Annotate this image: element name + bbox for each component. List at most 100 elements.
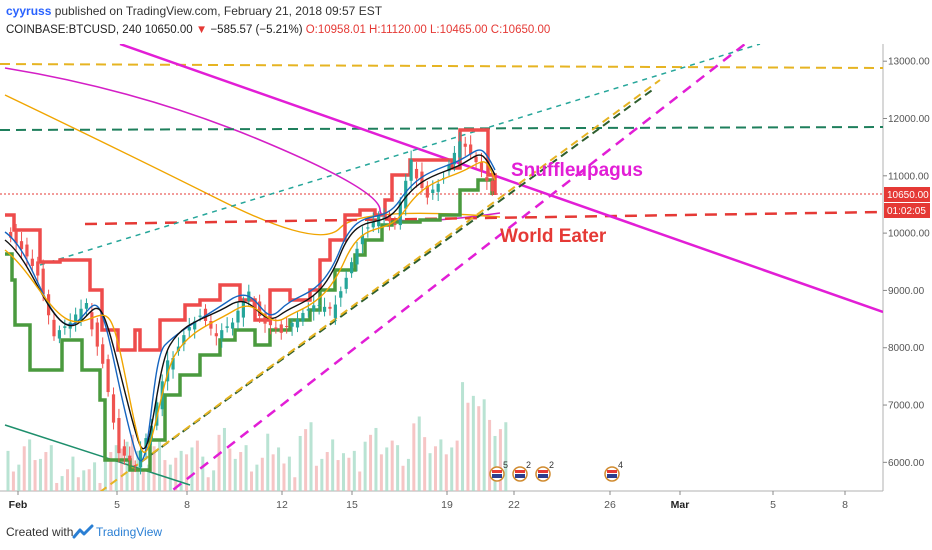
volume-bar xyxy=(461,382,465,491)
candle-body xyxy=(344,277,348,289)
volume-bar xyxy=(309,422,313,491)
candle-body xyxy=(90,312,94,330)
countdown-label: 01:02:05 xyxy=(887,206,926,217)
candle-body xyxy=(230,322,235,329)
close-ohlc-value: C:10650.00 xyxy=(490,24,551,36)
candle-body xyxy=(149,425,153,441)
volume-bar xyxy=(271,454,275,491)
volume-bar xyxy=(498,429,502,491)
candle-body xyxy=(393,223,397,226)
event-badge-icon[interactable]: 2 xyxy=(535,460,554,482)
candle-body xyxy=(290,322,294,327)
candle-body xyxy=(203,308,208,321)
tradingview-brand[interactable]: TradingView xyxy=(96,525,163,539)
volume-bar xyxy=(179,450,183,491)
candle-body xyxy=(171,358,175,370)
candle-body xyxy=(30,258,34,266)
candle-body xyxy=(138,450,143,468)
volume-bar xyxy=(206,477,210,491)
event-count: 2 xyxy=(549,460,554,470)
volume-bar xyxy=(260,457,264,491)
candle-body xyxy=(220,330,224,339)
trendline-magenta-dashed xyxy=(169,44,746,491)
volume-bar xyxy=(250,471,253,491)
candle-body xyxy=(166,360,170,382)
volume-bar xyxy=(49,445,53,491)
y-tick-label: 12000.00 xyxy=(888,114,930,125)
y-tick-label: 8000.00 xyxy=(888,343,925,354)
volume-bar xyxy=(125,441,129,491)
candle-body xyxy=(404,180,408,209)
down-arrow-icon: ▼ xyxy=(195,24,208,36)
volume-bar xyxy=(33,460,37,491)
tradingview-logo-icon[interactable] xyxy=(72,523,96,543)
volume-bar xyxy=(406,458,410,491)
volume-bar xyxy=(163,460,167,491)
plot-area[interactable] xyxy=(0,44,883,491)
price-label-bg xyxy=(884,187,930,202)
candle-body xyxy=(263,313,267,324)
candle-body xyxy=(133,465,137,467)
volume-bar xyxy=(255,464,259,491)
volume-bar xyxy=(93,462,97,491)
symbol-label[interactable]: COINBASE:BTCUSD, 240 xyxy=(6,24,142,36)
volume-bar xyxy=(385,447,389,491)
y-axis-ticks: 13000.00 12000.00 11000.00 10000.00 9000.00 8… xyxy=(883,57,930,469)
event-count: 4 xyxy=(618,460,623,470)
volume-bar xyxy=(471,395,475,491)
volume-bar xyxy=(195,440,199,491)
volume-bar xyxy=(266,433,270,491)
event-badge-icon[interactable]: 5 xyxy=(489,460,508,482)
event-badges[interactable]: 5 2 2 4 xyxy=(489,460,623,482)
candle-body xyxy=(14,230,18,244)
volume-bar xyxy=(185,454,189,491)
volume-bar xyxy=(11,471,15,491)
candle-body xyxy=(301,312,305,322)
candle-body xyxy=(52,319,56,337)
candle-body xyxy=(214,333,218,337)
volume-bar xyxy=(201,456,205,491)
volume-bar xyxy=(428,453,432,491)
candle-body xyxy=(339,291,343,298)
volume-bar xyxy=(390,440,394,491)
candle-body xyxy=(225,326,229,328)
candle-body xyxy=(268,319,273,326)
volume-bar xyxy=(55,482,59,491)
x-tick-label: 8 xyxy=(184,499,190,511)
volume-bar xyxy=(358,471,362,491)
event-badge-icon[interactable]: 4 xyxy=(604,460,623,482)
flag-field xyxy=(492,474,502,478)
candle-body xyxy=(198,315,202,317)
candle-body xyxy=(57,330,62,339)
candle-body xyxy=(74,314,78,323)
volume-bar xyxy=(493,435,497,491)
volume-bar xyxy=(82,470,86,491)
flag-stripe xyxy=(492,470,502,473)
x-tick-label: 12 xyxy=(276,499,288,511)
volume-bar xyxy=(44,452,48,491)
volume-bar xyxy=(325,452,329,491)
candle-body xyxy=(452,152,457,165)
event-badge-icon[interactable]: 2 xyxy=(512,460,531,482)
annotation-snuffleupagus: Snuffleupagus xyxy=(511,160,643,181)
candle-body xyxy=(371,221,375,228)
volume-bar xyxy=(450,447,454,491)
candle-body xyxy=(193,321,197,330)
volume-bar xyxy=(190,447,194,491)
x-tick-label: 15 xyxy=(346,499,358,511)
candle-body xyxy=(279,324,283,333)
volume-bar xyxy=(466,402,470,491)
volume-bar xyxy=(488,419,492,491)
candle-body xyxy=(106,359,110,393)
volume-bar xyxy=(158,439,162,491)
candle-body xyxy=(414,168,419,179)
candle-body xyxy=(312,305,316,312)
low-value: L:10465.00 xyxy=(430,24,488,36)
volume-bar xyxy=(412,423,416,491)
username-link[interactable]: cyyruss xyxy=(6,4,52,18)
candle-body xyxy=(317,304,321,306)
candle-body xyxy=(122,446,126,456)
volume-bar xyxy=(71,456,75,491)
flag-field xyxy=(607,474,617,478)
